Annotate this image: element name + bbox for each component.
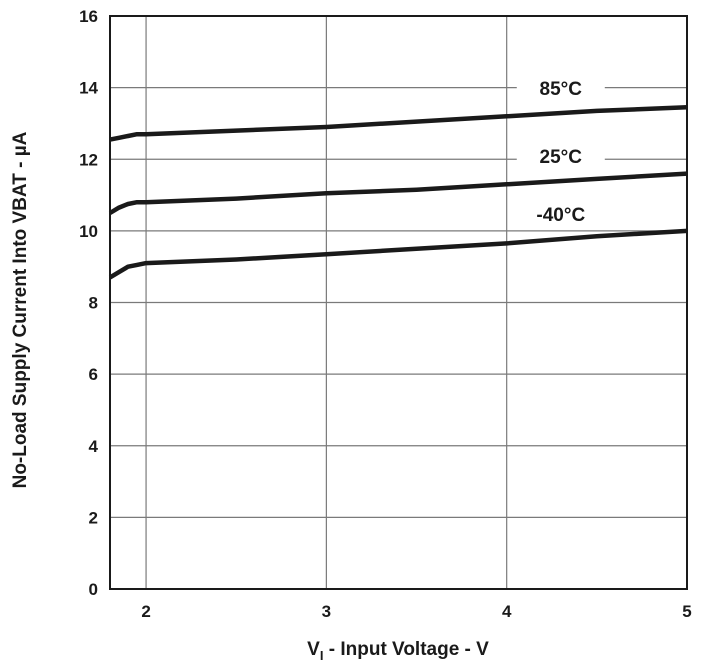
y-tick-label: 0 (89, 580, 98, 599)
series-labels: 85°C 25°C -40°C (516, 75, 605, 230)
y-tick-label: 16 (79, 7, 98, 26)
x-tick-labels: 2 3 4 5 (141, 602, 691, 621)
y-tick-label: 8 (89, 294, 98, 313)
series-label-bg (516, 201, 605, 230)
y-tick-labels: 0 2 4 6 8 10 12 14 16 (79, 7, 98, 599)
series-label-bg (516, 75, 605, 104)
x-tick-label: 3 (322, 602, 331, 621)
series-label-25c: 25°C (540, 147, 583, 168)
series-line-25c (108, 171, 688, 215)
series-label-bg (516, 143, 605, 172)
y-tick-label: 2 (89, 508, 98, 527)
series-lines (108, 105, 688, 280)
plot-frame (109, 15, 688, 590)
x-tick-label: 2 (141, 602, 150, 621)
x-axis-label-main: V (307, 639, 320, 660)
series-label-40c: -40°C (536, 205, 585, 226)
y-tick-label: 10 (79, 222, 98, 241)
y-tick-label: 14 (79, 79, 98, 98)
x-tick-label: 5 (682, 602, 691, 621)
x-axis-label: VI - Input Voltage - V (307, 639, 489, 663)
y-axis-label: No-Load Supply Current Into VBAT - µA (10, 131, 31, 488)
series-label-85c: 85°C (540, 79, 583, 100)
grid (110, 16, 687, 589)
x-axis-label-rest: - Input Voltage - V (323, 639, 489, 660)
series-line-40c (108, 228, 688, 280)
series-line-85c (109, 105, 688, 142)
y-tick-label: 12 (79, 150, 98, 169)
x-axis-label-sub: I (320, 648, 324, 663)
y-tick-label: 6 (89, 365, 98, 384)
x-tick-label: 4 (502, 602, 512, 621)
y-tick-label: 4 (89, 437, 99, 456)
